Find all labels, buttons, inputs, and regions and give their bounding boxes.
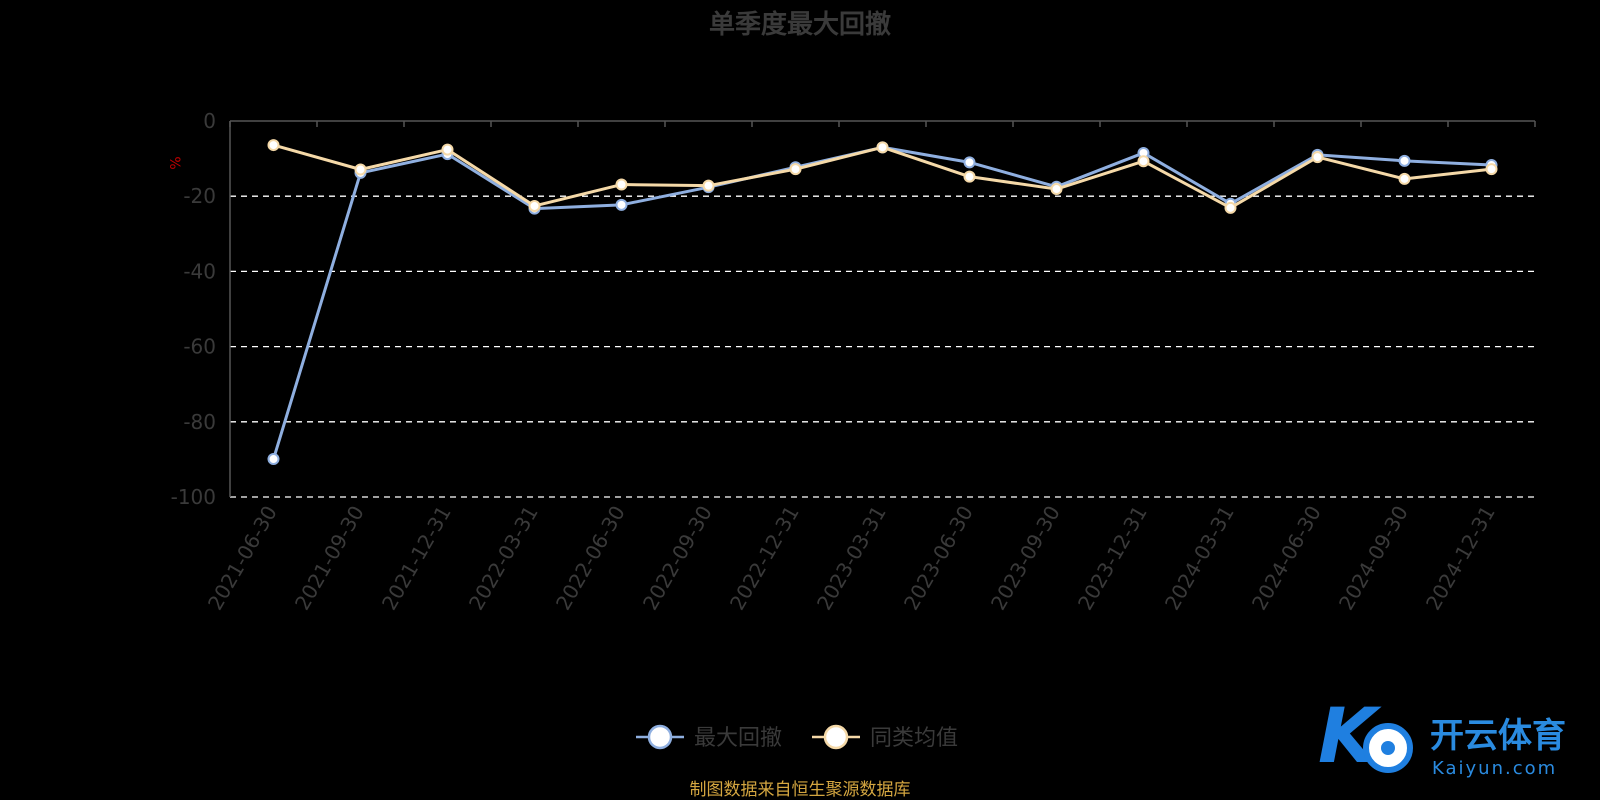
data-point[interactable] bbox=[615, 178, 628, 191]
y-tick-label: -100 bbox=[171, 485, 216, 509]
x-tick-label: 2022-12-31 bbox=[725, 502, 804, 615]
data-point[interactable] bbox=[1398, 154, 1411, 167]
watermark-brand-en: Kaiyun.com bbox=[1432, 758, 1557, 779]
x-tick-label: 2024-06-30 bbox=[1247, 502, 1326, 615]
series-line-1 bbox=[273, 143, 1492, 210]
data-point[interactable] bbox=[354, 163, 367, 176]
data-point[interactable] bbox=[267, 453, 280, 466]
y-tick-label: -60 bbox=[183, 335, 216, 359]
x-tick-label: 2021-09-30 bbox=[290, 502, 369, 615]
x-tick-label: 2022-03-31 bbox=[464, 502, 543, 615]
x-tick-label: 2021-12-31 bbox=[377, 502, 456, 615]
x-tick-label: 2023-06-30 bbox=[899, 502, 978, 615]
watermark-brand-cn: 开云体育 bbox=[1430, 716, 1566, 756]
x-tick-label: 2023-12-31 bbox=[1073, 502, 1152, 615]
data-point[interactable] bbox=[1137, 155, 1150, 168]
data-point[interactable] bbox=[963, 156, 976, 169]
y-tick-label: 0 bbox=[203, 109, 216, 133]
legend[interactable]: 最大回撤 同类均值 bbox=[636, 724, 958, 751]
legend-label: 同类均值 bbox=[870, 726, 958, 751]
legend-swatch-marker bbox=[647, 724, 673, 750]
series-line-0 bbox=[272, 145, 1492, 460]
x-tick-label: 2022-06-30 bbox=[551, 502, 630, 615]
y-axis-unit: % bbox=[166, 156, 182, 169]
soccer-ball-center-icon bbox=[1381, 741, 1395, 755]
x-tick-label: 2023-03-31 bbox=[812, 502, 891, 615]
data-point[interactable] bbox=[702, 179, 715, 192]
data-point[interactable] bbox=[876, 141, 889, 154]
data-point[interactable] bbox=[441, 143, 454, 156]
data-point[interactable] bbox=[789, 163, 802, 176]
series-layer bbox=[267, 139, 1498, 466]
x-tick-label: 2023-09-30 bbox=[986, 502, 1065, 615]
y-tick-label: -20 bbox=[183, 184, 216, 208]
grid-lines bbox=[230, 195, 1535, 498]
legend-label: 最大回撤 bbox=[694, 726, 782, 751]
watermark-logo: K 开云体育 Kaiyun.com bbox=[1318, 691, 1566, 780]
y-tick-label: -40 bbox=[183, 259, 216, 283]
source-note: 制图数据来自恒生聚源数据库 bbox=[690, 780, 911, 800]
x-tick-label: 2024-12-31 bbox=[1421, 502, 1500, 615]
data-point[interactable] bbox=[528, 199, 541, 212]
data-point[interactable] bbox=[963, 170, 976, 183]
x-tick-label: 2024-09-30 bbox=[1334, 502, 1413, 615]
data-point[interactable] bbox=[1050, 183, 1063, 196]
data-point[interactable] bbox=[1224, 201, 1237, 214]
data-point[interactable] bbox=[1398, 172, 1411, 185]
legend-swatch-marker bbox=[823, 724, 849, 750]
data-point[interactable] bbox=[1485, 163, 1498, 176]
legend-item-max-drawdown[interactable]: 最大回撤 bbox=[636, 724, 782, 751]
x-tick-label: 2022-09-30 bbox=[638, 502, 717, 615]
chart-title: 单季度最大回撤 bbox=[709, 9, 891, 40]
legend-item-peer-average[interactable]: 同类均值 bbox=[812, 724, 958, 751]
data-point[interactable] bbox=[615, 198, 628, 211]
data-point[interactable] bbox=[267, 139, 280, 152]
y-tick-label: -80 bbox=[183, 410, 216, 434]
x-tick-label: 2024-03-31 bbox=[1160, 502, 1239, 615]
x-tick-label: 2021-06-30 bbox=[203, 502, 282, 615]
data-point[interactable] bbox=[1311, 151, 1324, 164]
